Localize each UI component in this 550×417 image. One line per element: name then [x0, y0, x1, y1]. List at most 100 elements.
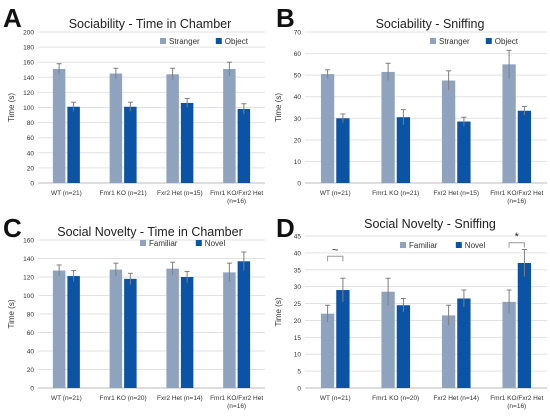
- bar-stranger-1: [109, 73, 123, 183]
- bar-familiar-0: [320, 313, 335, 388]
- legend-label-object: Object: [225, 37, 249, 46]
- y-tick-label: 20: [294, 137, 302, 144]
- x-tick-label: WT (n=21): [51, 190, 82, 197]
- x-tick-label: Fmr1 KO/Fxr2 Het (n=16): [210, 190, 263, 205]
- legend-label-stranger: Stranger: [439, 37, 470, 46]
- panel-letter: A: [3, 3, 22, 33]
- bar-object-2: [457, 121, 471, 183]
- y-tick-label: 20: [27, 367, 35, 374]
- bar-familiar-2: [441, 315, 456, 388]
- y-tick-label: 15: [294, 335, 302, 342]
- legend-swatch-novel: [195, 240, 202, 246]
- y-tick-label: 0: [30, 181, 34, 188]
- bar-stranger-2: [441, 80, 456, 183]
- bar-stranger-1: [381, 71, 395, 183]
- significance-bracket: [508, 242, 525, 248]
- legend-label-object: Object: [495, 37, 519, 46]
- y-tick-label: 80: [27, 120, 35, 127]
- y-tick-label: 25: [294, 301, 302, 308]
- x-tick-label: Fmr1 KO/Fxr2 Het (n=16): [490, 395, 543, 410]
- bar-stranger-0: [52, 68, 66, 183]
- x-tick-label: Fmr1 KO (n=20): [372, 395, 419, 402]
- bar-object-3: [517, 110, 532, 183]
- bar-familiar-3: [223, 272, 236, 388]
- bar-stranger-3: [223, 68, 236, 183]
- significance-marker: *: [515, 231, 520, 243]
- y-tick-label: 20: [27, 165, 35, 172]
- y-tick-label: 120: [23, 275, 34, 282]
- y-tick-label: 0: [297, 181, 301, 188]
- x-tick-label: Fmr1 KO/Fxr2 Het (n=16): [210, 395, 263, 410]
- bar-object-1: [396, 117, 411, 183]
- bar-novel-1: [124, 278, 137, 388]
- legend-swatch-object: [485, 38, 492, 44]
- significance-bracket: [327, 255, 344, 262]
- chart-panel-c: Social Novelty - Time in Chamber 0 20 40 60 8…: [7, 225, 265, 410]
- legend-swatch-familiar: [140, 240, 146, 246]
- y-tick-label: 0: [297, 386, 301, 393]
- y-tick-label: 40: [294, 94, 302, 101]
- y-tick-label: 10: [294, 159, 302, 166]
- panel-letter: C: [3, 213, 22, 243]
- bar-stranger-0: [320, 74, 335, 183]
- x-tick-label: Fmr1 KO (n=21): [372, 190, 419, 197]
- x-tick-label: Fxr2 Het (n=15): [157, 190, 203, 197]
- y-tick-label: 40: [27, 150, 35, 157]
- legend-label-stranger: Stranger: [169, 37, 200, 46]
- y-tick-label: 30: [294, 116, 302, 123]
- legend-label-novel: Novel: [465, 241, 486, 250]
- y-tick-label: 5: [297, 369, 301, 376]
- y-tick-label: 40: [294, 250, 302, 257]
- y-axis-label: Time (s): [274, 297, 283, 326]
- chart-title: Sociability - Time in Chamber: [69, 17, 232, 31]
- y-tick-label: 10: [294, 352, 302, 359]
- x-tick-label: WT (n=21): [51, 395, 82, 402]
- y-tick-label: 200: [23, 30, 34, 37]
- bar-novel-3: [237, 261, 251, 388]
- chart-title: Social Novelty - Sniffing: [364, 217, 496, 231]
- bar-familiar-0: [52, 270, 66, 388]
- bar-familiar-3: [502, 301, 516, 388]
- bar-novel-3: [517, 263, 532, 388]
- y-tick-label: 50: [294, 73, 302, 80]
- y-tick-label: 60: [294, 51, 302, 58]
- bar-stranger-2: [166, 74, 179, 183]
- y-axis-label: Time (s): [274, 93, 283, 122]
- legend-label-novel: Novel: [205, 239, 226, 248]
- bar-object-0: [67, 106, 80, 183]
- x-tick-label: Fxr2 Het (n=14): [157, 395, 203, 402]
- bar-object-3: [237, 109, 251, 183]
- bar-familiar-1: [381, 291, 395, 388]
- y-axis-label: Time (s): [7, 299, 16, 328]
- chart-panel-b: Sociability - Sniffing 0 10 20 30 40 50 60 70 Tim…: [274, 17, 547, 205]
- y-tick-label: 60: [27, 135, 35, 142]
- y-tick-label: 40: [27, 349, 35, 356]
- x-tick-label: Fxr2 Het (n=15): [433, 190, 479, 197]
- bar-novel-2: [180, 277, 194, 388]
- chart-panel-a: Sociability - Time in Chamber 0 20 40 60 80 10…: [7, 17, 265, 205]
- legend-swatch-object: [215, 38, 222, 44]
- y-tick-label: 140: [23, 256, 34, 263]
- y-tick-label: 160: [23, 60, 34, 67]
- y-tick-label: 60: [27, 330, 35, 337]
- bar-novel-0: [336, 290, 350, 388]
- bar-object-0: [336, 118, 350, 183]
- chart-panel-d: Social Novelty - Sniffing 0 5 10 15 20 25 30 35 4…: [274, 217, 547, 410]
- bar-object-2: [180, 102, 194, 183]
- y-tick-label: 30: [294, 284, 302, 291]
- bar-stranger-3: [502, 64, 516, 183]
- x-tick-label: Fmr1 KO (n=21): [100, 190, 147, 197]
- chart-title: Sociability - Sniffing: [376, 17, 485, 31]
- y-tick-label: 45: [294, 234, 302, 241]
- panel-letter: B: [276, 3, 295, 33]
- legend-label-familiar: Familiar: [409, 241, 438, 250]
- legend-label-familiar: Familiar: [149, 239, 178, 248]
- legend-swatch-stranger: [430, 38, 436, 44]
- significance-marker: ~: [332, 244, 338, 256]
- x-tick-label: Fmr1 KO (n=20): [100, 395, 147, 402]
- x-tick-label: WT (n=21): [320, 190, 351, 197]
- y-tick-label: 70: [294, 30, 302, 37]
- x-tick-label: Fxr2 Het (n=14): [433, 395, 479, 402]
- bar-novel-0: [67, 276, 80, 388]
